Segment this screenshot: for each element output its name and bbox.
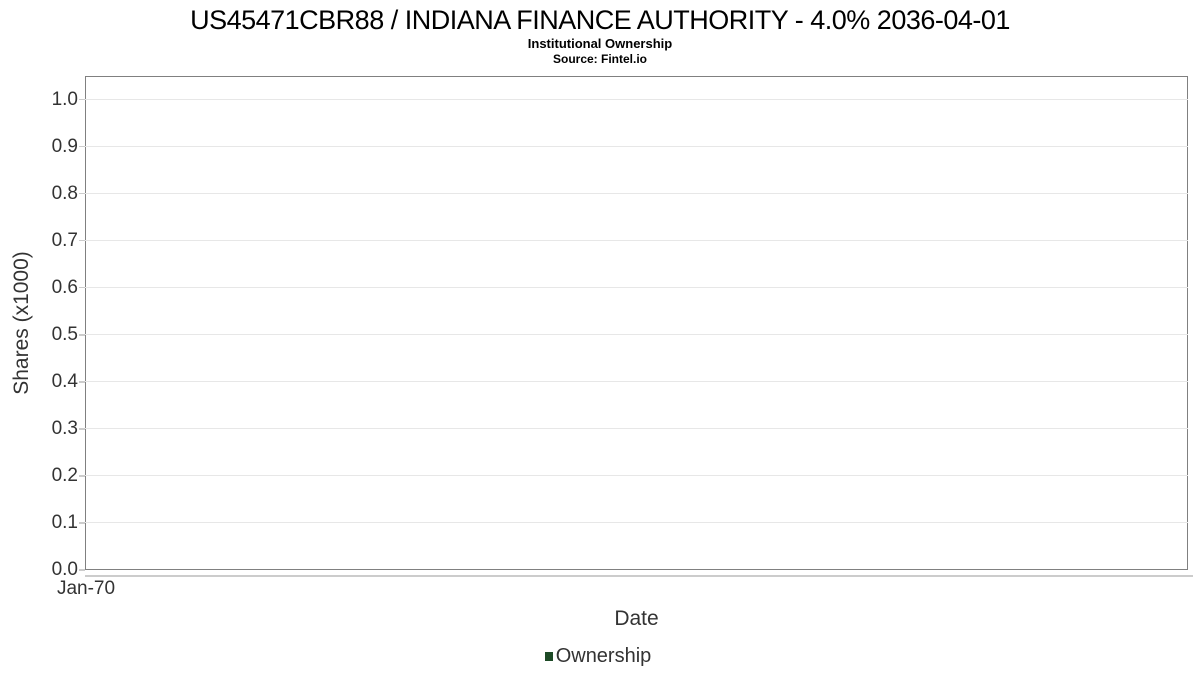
y-tick-mark	[79, 239, 85, 242]
plot-area-border	[85, 76, 1188, 570]
gridline	[85, 522, 1188, 524]
y-tick-mark	[79, 569, 85, 571]
y-tick-label: 1.0	[51, 88, 78, 110]
y-tick-mark	[79, 522, 85, 524]
gridline	[85, 287, 1188, 289]
y-tick-mark	[79, 286, 85, 289]
gridline	[85, 146, 1188, 148]
y-tick-mark	[79, 475, 85, 477]
gridline	[85, 240, 1188, 242]
legend-label[interactable]: Ownership	[555, 645, 652, 667]
y-tick-mark	[79, 192, 85, 195]
y-tick-label: 0.9	[51, 135, 78, 157]
chart-source: Source: Fintel.io	[552, 52, 647, 66]
y-tick-label: 0.7	[51, 229, 78, 251]
gridline	[85, 193, 1188, 195]
y-tick-mark	[79, 98, 85, 101]
gridline	[85, 475, 1188, 477]
gridline	[85, 99, 1188, 101]
legend-marker-icon[interactable]	[544, 652, 553, 661]
y-tick-label: 0.2	[51, 464, 78, 486]
legend: Ownership	[0, 645, 1196, 668]
y-tick-label: 0.6	[51, 276, 78, 298]
y-tick-label: 0.1	[51, 511, 78, 533]
chart-subtitle: Institutional Ownership	[527, 36, 673, 51]
y-tick-label: 0.5	[51, 323, 78, 345]
y-tick-label: 0.0	[51, 559, 78, 580]
y-tick-label: 0.4	[51, 370, 78, 392]
chart-title: US45471CBR88 / INDIANA FINANCE AUTHORITY…	[190, 5, 1010, 35]
x-tick-label: Jan-70	[56, 578, 116, 599]
y-tick-label: 0.8	[51, 182, 78, 204]
y-tick-mark	[79, 334, 85, 336]
plot-area	[85, 76, 1188, 570]
gridline	[85, 428, 1188, 430]
x-axis-title: Date	[614, 607, 659, 630]
y-tick-mark	[79, 381, 85, 383]
gridline	[85, 381, 1188, 383]
y-tick-label: 0.3	[51, 417, 78, 439]
x-axis-line	[85, 575, 1193, 577]
y-tick-mark	[79, 145, 85, 148]
gridline	[85, 334, 1188, 336]
y-tick-mark	[79, 428, 85, 430]
gridline	[85, 569, 1188, 570]
